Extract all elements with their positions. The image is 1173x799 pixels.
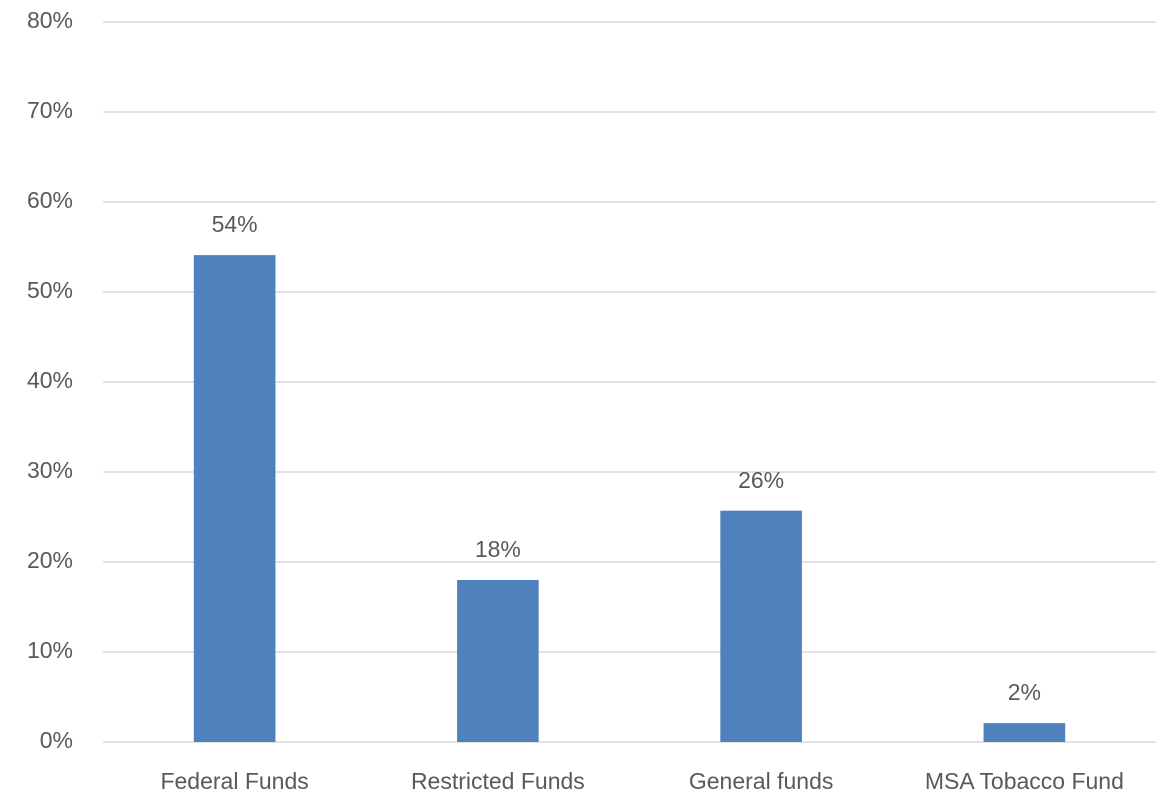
- y-tick-label: 40%: [27, 367, 73, 393]
- y-tick-label: 30%: [27, 457, 73, 483]
- bar: [983, 723, 1066, 742]
- x-tick-label: Federal Funds: [160, 768, 308, 794]
- y-tick-label: 10%: [27, 637, 73, 663]
- data-label: 2%: [1008, 679, 1041, 705]
- bar: [193, 255, 276, 742]
- data-label: 26%: [738, 467, 784, 493]
- x-tick-label: MSA Tobacco Fund: [925, 768, 1124, 794]
- y-tick-label: 0%: [40, 727, 73, 753]
- x-tick-label: Restricted Funds: [411, 768, 585, 794]
- y-tick-label: 50%: [27, 277, 73, 303]
- bar: [720, 510, 802, 742]
- y-tick-label: 60%: [27, 187, 73, 213]
- bar: [457, 580, 539, 742]
- x-tick-label: General funds: [689, 768, 833, 794]
- y-tick-label: 20%: [27, 547, 73, 573]
- y-tick-label: 70%: [27, 97, 73, 123]
- data-label: 18%: [475, 536, 521, 562]
- data-label: 54%: [212, 211, 258, 237]
- y-tick-label: 80%: [27, 7, 73, 33]
